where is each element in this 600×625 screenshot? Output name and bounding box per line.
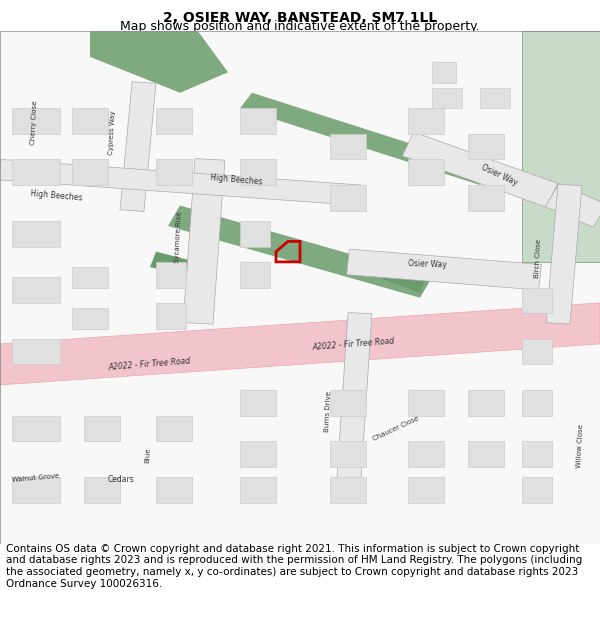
Bar: [12, 416, 60, 441]
Bar: [240, 262, 270, 288]
Bar: [522, 477, 552, 502]
Text: Chaucer Close: Chaucer Close: [372, 416, 420, 442]
Bar: [156, 159, 192, 185]
Bar: [240, 221, 270, 246]
Bar: [156, 477, 192, 502]
Bar: [330, 185, 366, 211]
Bar: [468, 390, 504, 416]
Polygon shape: [0, 303, 600, 385]
Bar: [12, 221, 60, 246]
Bar: [480, 88, 510, 108]
Bar: [240, 108, 276, 134]
Bar: [522, 390, 552, 416]
Bar: [408, 390, 444, 416]
Bar: [12, 477, 60, 502]
Polygon shape: [522, 31, 600, 262]
Bar: [330, 390, 366, 416]
Text: 2, OSIER WAY, BANSTEAD, SM7 1LL: 2, OSIER WAY, BANSTEAD, SM7 1LL: [163, 11, 437, 25]
Bar: [408, 477, 444, 502]
Polygon shape: [240, 92, 492, 185]
Text: Blue: Blue: [144, 447, 151, 462]
Text: Cherry Close: Cherry Close: [30, 101, 38, 145]
Polygon shape: [150, 252, 216, 282]
Polygon shape: [0, 159, 361, 206]
Text: A2022 - Fir Tree Road: A2022 - Fir Tree Road: [108, 357, 191, 372]
Bar: [408, 108, 444, 134]
Bar: [330, 477, 366, 502]
Text: High Beeches: High Beeches: [210, 174, 263, 187]
Text: Cypress Way: Cypress Way: [108, 111, 116, 155]
Polygon shape: [545, 184, 600, 228]
Bar: [432, 62, 456, 82]
Bar: [240, 441, 276, 467]
Bar: [72, 108, 108, 134]
Bar: [72, 308, 108, 329]
Text: A2022 - Fir Tree Road: A2022 - Fir Tree Road: [312, 336, 395, 352]
Polygon shape: [168, 206, 432, 298]
Polygon shape: [378, 262, 426, 292]
Bar: [432, 88, 462, 108]
Bar: [12, 278, 60, 303]
Text: Burns Drive: Burns Drive: [324, 391, 332, 432]
Text: Osier Way: Osier Way: [480, 162, 519, 187]
Bar: [12, 108, 60, 134]
Bar: [330, 134, 366, 159]
Bar: [522, 339, 552, 364]
Bar: [240, 390, 276, 416]
Polygon shape: [90, 31, 228, 92]
Bar: [468, 134, 504, 159]
Bar: [84, 416, 120, 441]
Bar: [408, 441, 444, 467]
Bar: [156, 416, 192, 441]
Bar: [72, 159, 108, 185]
Bar: [12, 159, 60, 185]
Text: Walnut Grove: Walnut Grove: [12, 473, 60, 483]
Bar: [522, 441, 552, 467]
Polygon shape: [120, 82, 156, 211]
Bar: [12, 339, 60, 364]
Bar: [468, 441, 504, 467]
Bar: [468, 185, 504, 211]
Bar: [240, 477, 276, 502]
Text: Birch Close: Birch Close: [534, 239, 542, 278]
Polygon shape: [402, 132, 558, 207]
Bar: [240, 159, 276, 185]
Bar: [408, 159, 444, 185]
Polygon shape: [347, 249, 541, 290]
Text: Osier Way: Osier Way: [408, 259, 447, 269]
Bar: [72, 267, 108, 288]
Bar: [156, 303, 186, 329]
Text: High Beeches: High Beeches: [30, 189, 83, 202]
Bar: [522, 288, 552, 313]
Text: Map shows position and indicative extent of the property.: Map shows position and indicative extent…: [120, 20, 480, 32]
Text: Willow Close: Willow Close: [576, 424, 584, 468]
Text: Contains OS data © Crown copyright and database right 2021. This information is : Contains OS data © Crown copyright and d…: [6, 544, 582, 589]
Polygon shape: [336, 312, 372, 493]
Text: Sycamore Rise: Sycamore Rise: [174, 211, 182, 263]
Polygon shape: [220, 0, 600, 76]
Bar: [330, 441, 366, 467]
Polygon shape: [183, 159, 225, 324]
Bar: [84, 477, 120, 502]
Bar: [156, 262, 186, 288]
Bar: [156, 108, 192, 134]
Polygon shape: [546, 184, 582, 324]
Text: Cedars: Cedars: [108, 475, 135, 484]
